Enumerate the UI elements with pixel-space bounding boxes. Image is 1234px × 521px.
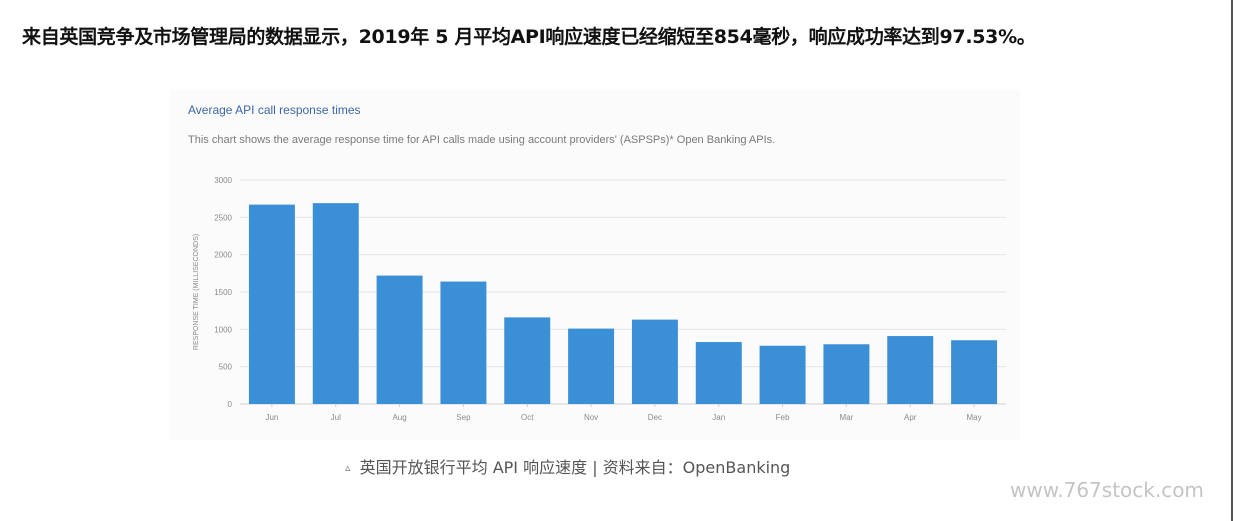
x-tick-label: Sep — [456, 413, 471, 422]
bar-apr — [887, 336, 934, 404]
y-tick-label: 2500 — [214, 213, 232, 222]
bar-may — [951, 340, 998, 404]
y-tick-label: 500 — [219, 363, 233, 372]
x-tick-label: Mar — [840, 413, 854, 422]
x-tick-label: Oct — [521, 413, 534, 422]
right-edge-rule — [1231, 0, 1233, 521]
bar-jul — [312, 203, 359, 404]
x-tick-label: Jun — [265, 413, 278, 422]
x-tick-label: Jan — [712, 413, 725, 422]
watermark: www.767stock.com — [1010, 478, 1204, 502]
bar-dec — [631, 319, 678, 404]
caption-text: 英国开放银行平均 API 响应速度 | 资料来自：OpenBanking — [359, 458, 791, 477]
y-tick-label: 0 — [228, 400, 233, 409]
bar-mar — [823, 344, 870, 404]
x-tick-label: Feb — [776, 413, 790, 422]
bar-nov — [568, 328, 615, 404]
y-tick-label: 1000 — [214, 325, 232, 334]
x-tick-label: Aug — [392, 413, 406, 422]
headline: 来自英国竞争及市场管理局的数据显示，2019年 5 月平均API响应速度已经缩短… — [22, 26, 1036, 48]
bar-jan — [695, 342, 742, 404]
bar-jun — [248, 204, 295, 404]
chart-figure: Average API call response times This cha… — [170, 90, 1020, 440]
bar-feb — [759, 345, 806, 404]
bar-aug — [376, 275, 423, 404]
x-tick-label: Apr — [904, 413, 917, 422]
y-tick-label: 3000 — [214, 176, 232, 185]
triangle-icon: ▵ — [345, 461, 351, 474]
x-tick-label: May — [967, 413, 982, 422]
chart-title: Average API call response times — [188, 103, 361, 117]
chart-subtitle: This chart shows the average response ti… — [188, 134, 776, 146]
x-tick-label: Dec — [648, 413, 662, 422]
y-axis-label: RESPONSE TIME (MILLISECONDS) — [193, 234, 200, 350]
bar-chart: 0 500 1000 1500 2000 2500 3000 RESPONSE TIME (M… — [193, 176, 1006, 422]
x-tick-label: Jul — [331, 413, 341, 422]
bar-oct — [504, 317, 551, 404]
bar-sep — [440, 281, 487, 404]
figure-caption: ▵ 英国开放银行平均 API 响应速度 | 资料来自：OpenBanking — [345, 454, 790, 478]
y-tick-label: 2000 — [214, 251, 232, 260]
y-tick-label: 1500 — [214, 288, 232, 297]
x-tick-label: Nov — [584, 413, 598, 422]
